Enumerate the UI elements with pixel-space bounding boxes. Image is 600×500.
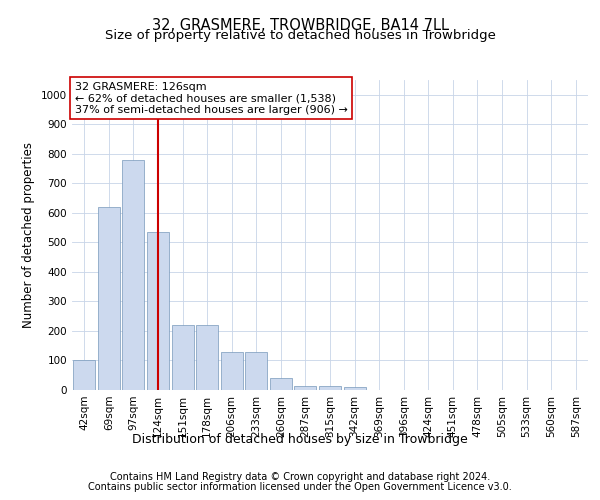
Bar xyxy=(196,325,218,390)
Bar xyxy=(319,386,341,390)
Text: Size of property relative to detached houses in Trowbridge: Size of property relative to detached ho… xyxy=(104,29,496,42)
Bar xyxy=(344,387,365,390)
Bar xyxy=(221,352,243,390)
Text: 32, GRASMERE, TROWBRIDGE, BA14 7LL: 32, GRASMERE, TROWBRIDGE, BA14 7LL xyxy=(151,18,449,32)
Bar xyxy=(147,232,169,390)
Text: 32 GRASMERE: 126sqm
← 62% of detached houses are smaller (1,538)
37% of semi-det: 32 GRASMERE: 126sqm ← 62% of detached ho… xyxy=(74,82,347,115)
Bar xyxy=(73,360,95,390)
Bar xyxy=(270,378,292,390)
Y-axis label: Number of detached properties: Number of detached properties xyxy=(22,142,35,328)
Bar xyxy=(122,160,145,390)
Text: Distribution of detached houses by size in Trowbridge: Distribution of detached houses by size … xyxy=(132,432,468,446)
Bar xyxy=(295,386,316,390)
Bar xyxy=(245,352,268,390)
Text: Contains public sector information licensed under the Open Government Licence v3: Contains public sector information licen… xyxy=(88,482,512,492)
Text: Contains HM Land Registry data © Crown copyright and database right 2024.: Contains HM Land Registry data © Crown c… xyxy=(110,472,490,482)
Bar xyxy=(172,325,194,390)
Bar xyxy=(98,207,120,390)
